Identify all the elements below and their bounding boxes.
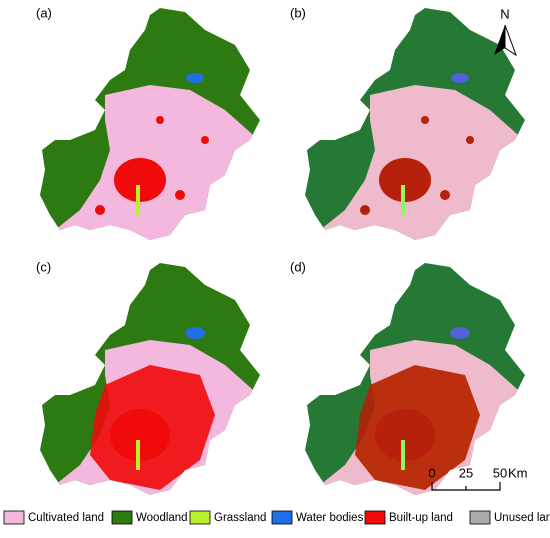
legend-label: Built-up land (389, 512, 453, 524)
panel-label: (d) (290, 259, 306, 274)
legend-label: Woodland (136, 512, 188, 524)
panel-label: (a) (36, 5, 52, 20)
scale-tick-label: 25 (459, 465, 473, 480)
north-label: N (500, 6, 509, 21)
legend-label: Water bodies (296, 512, 364, 524)
panel-c: (c) (30, 259, 270, 505)
legend-swatch (3, 510, 25, 525)
scale-tick-label: 0 (428, 465, 435, 480)
panel-b: (b) (290, 5, 535, 250)
scale-bar: 0 25 50 Km (428, 465, 528, 491)
legend-swatch (271, 510, 293, 525)
legend-swatch (189, 510, 211, 525)
scale-tick-label: 50 (493, 465, 507, 480)
scale-unit: Km (508, 465, 528, 480)
north-arrow: N (494, 6, 517, 57)
legend-label: Cultivated land (28, 512, 104, 524)
panel-d: (d) (290, 259, 535, 505)
legend-label: Unused land (494, 512, 550, 524)
panel-a: (a) (30, 5, 270, 250)
legend-label: Grassland (214, 512, 266, 524)
legend: Cultivated land Woodland Grassland Water bo… (3, 510, 550, 525)
legend-swatch (364, 510, 386, 525)
legend-swatch (111, 510, 133, 525)
legend-swatch (469, 510, 491, 525)
panel-label: (b) (290, 5, 306, 20)
panel-label: (c) (36, 259, 51, 274)
